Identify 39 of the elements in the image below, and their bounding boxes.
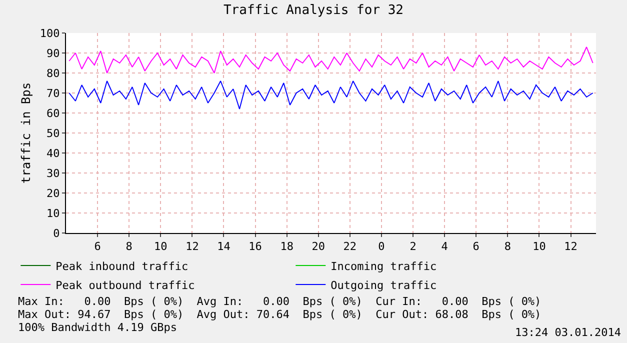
legend-label: Peak inbound traffic (56, 260, 188, 273)
text: Max Out: 94.67 Bps ( 0%) Avg Out: 70.64 Bps ( 0%) Cur Out: 68.08 Bps ( 0%) (18, 308, 542, 321)
chart-title: Traffic Analysis for 32 (223, 3, 404, 18)
x-tick-label: 14 (217, 240, 231, 254)
x-tick-label: 6 (94, 240, 101, 254)
y-tick-label: 40 (46, 146, 60, 160)
y-axis-title: traffic in Bps (19, 82, 34, 184)
x-tick-label: 20 (312, 240, 326, 254)
y-tick-label: 80 (46, 66, 60, 80)
line-series (68, 46, 594, 74)
text: 100% Bandwidth 4.19 GBps (18, 321, 177, 334)
x-tick-label: 22 (343, 240, 357, 254)
x-tick-label: 18 (280, 240, 294, 254)
text: Max In: 0.00 Bps ( 0%) Avg In: 0.00 Bps ( 0%) Cur In: 0.00 Bps ( 0%) (18, 295, 542, 308)
line-series (68, 80, 594, 110)
x-tick-label: 8 (504, 240, 511, 254)
x-tick-label: 10 (154, 240, 168, 254)
y-tick-label: 30 (46, 166, 60, 180)
y-tick-label: 20 (46, 186, 60, 200)
legend-label: Incoming traffic (330, 260, 437, 273)
x-tick-label: 10 (532, 240, 546, 254)
legend-label: Outgoing traffic (330, 278, 437, 292)
legend-label: Peak outbound traffic (56, 278, 195, 292)
y-tick-label: 60 (46, 106, 60, 120)
y-tick-label: 0 (53, 226, 60, 240)
text: 13:24 03.01.2014 (515, 326, 622, 339)
x-tick-label: 2 (410, 240, 416, 254)
x-tick-label: 16 (248, 240, 262, 254)
y-tick-label: 100 (40, 26, 60, 40)
y-tick-label: 70 (46, 86, 60, 100)
x-tick-label: 8 (126, 240, 132, 254)
x-tick-label: 0 (378, 240, 385, 254)
x-tick-label: 12 (564, 240, 578, 254)
x-tick-label: 6 (472, 240, 480, 254)
y-tick-label: 10 (46, 206, 60, 220)
x-tick-label: 4 (441, 240, 448, 254)
y-tick-label: 50 (46, 126, 60, 140)
x-tick-label: 12 (186, 240, 199, 254)
y-tick-label: 90 (46, 46, 60, 60)
